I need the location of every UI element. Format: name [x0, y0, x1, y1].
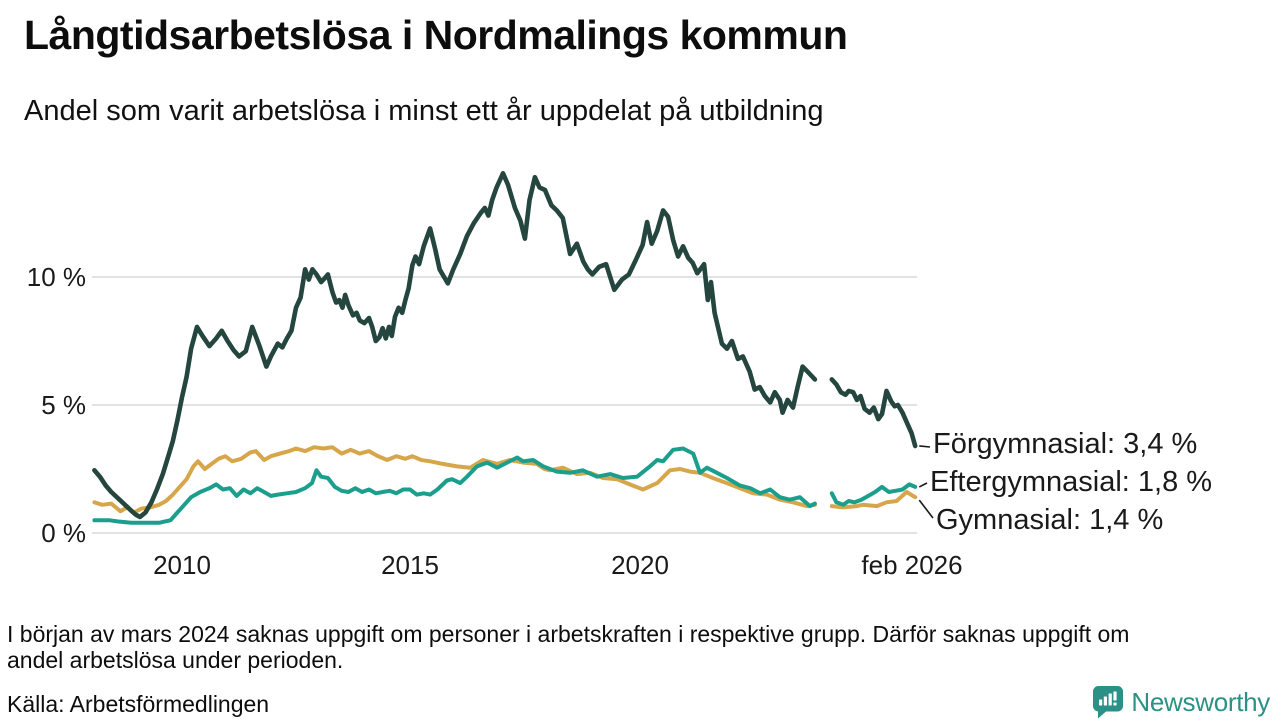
series-line-förgymnasial: [92, 171, 818, 520]
label-leader-line: [919, 445, 931, 448]
label-leader-line: [918, 482, 928, 488]
x-axis-tick-feb-2026: feb 2026: [861, 550, 963, 580]
series-label-eftergymnasial: Eftergymnasial: 1,8 %: [930, 466, 1213, 498]
y-axis-tick-0: 0 %: [41, 518, 86, 548]
series-line-förgymnasial: [829, 377, 918, 449]
page-subtitle: Andel som varit arbetslösa i minst ett å…: [24, 95, 824, 127]
series-line-gymnasial: [829, 490, 918, 510]
series-line-gymnasial: [92, 445, 817, 515]
page-title: Långtidsarbetslösa i Nordmalings kommun: [24, 12, 848, 58]
series-line-eftergymnasial: [92, 446, 817, 525]
source-label: Källa: Arbetsförmedlingen: [7, 691, 270, 717]
x-axis-tick-2010: 2010: [153, 550, 211, 580]
newsworthy-icon: [1093, 686, 1124, 719]
label-leader-line: [918, 499, 934, 519]
footnote-line-2: andel arbetslösa under perioden.: [7, 647, 344, 673]
newsworthy-logo[interactable]: Newsworthy: [1092, 685, 1270, 719]
newsworthy-wordmark: Newsworthy: [1131, 686, 1270, 717]
series-label-gymnasial: Gymnasial: 1,4 %: [936, 504, 1164, 536]
y-axis-tick-5: 5 %: [41, 390, 86, 420]
footnote-line-1: I början av mars 2024 saknas uppgift om …: [7, 621, 1130, 647]
x-axis-tick-2020: 2020: [611, 550, 669, 580]
x-axis-tick-2015: 2015: [381, 550, 439, 580]
y-axis-tick-10: 10 %: [26, 262, 86, 292]
series-label-forgymnasial: Förgymnasial: 3,4 %: [933, 428, 1198, 460]
series-line-eftergymnasial: [829, 482, 918, 507]
